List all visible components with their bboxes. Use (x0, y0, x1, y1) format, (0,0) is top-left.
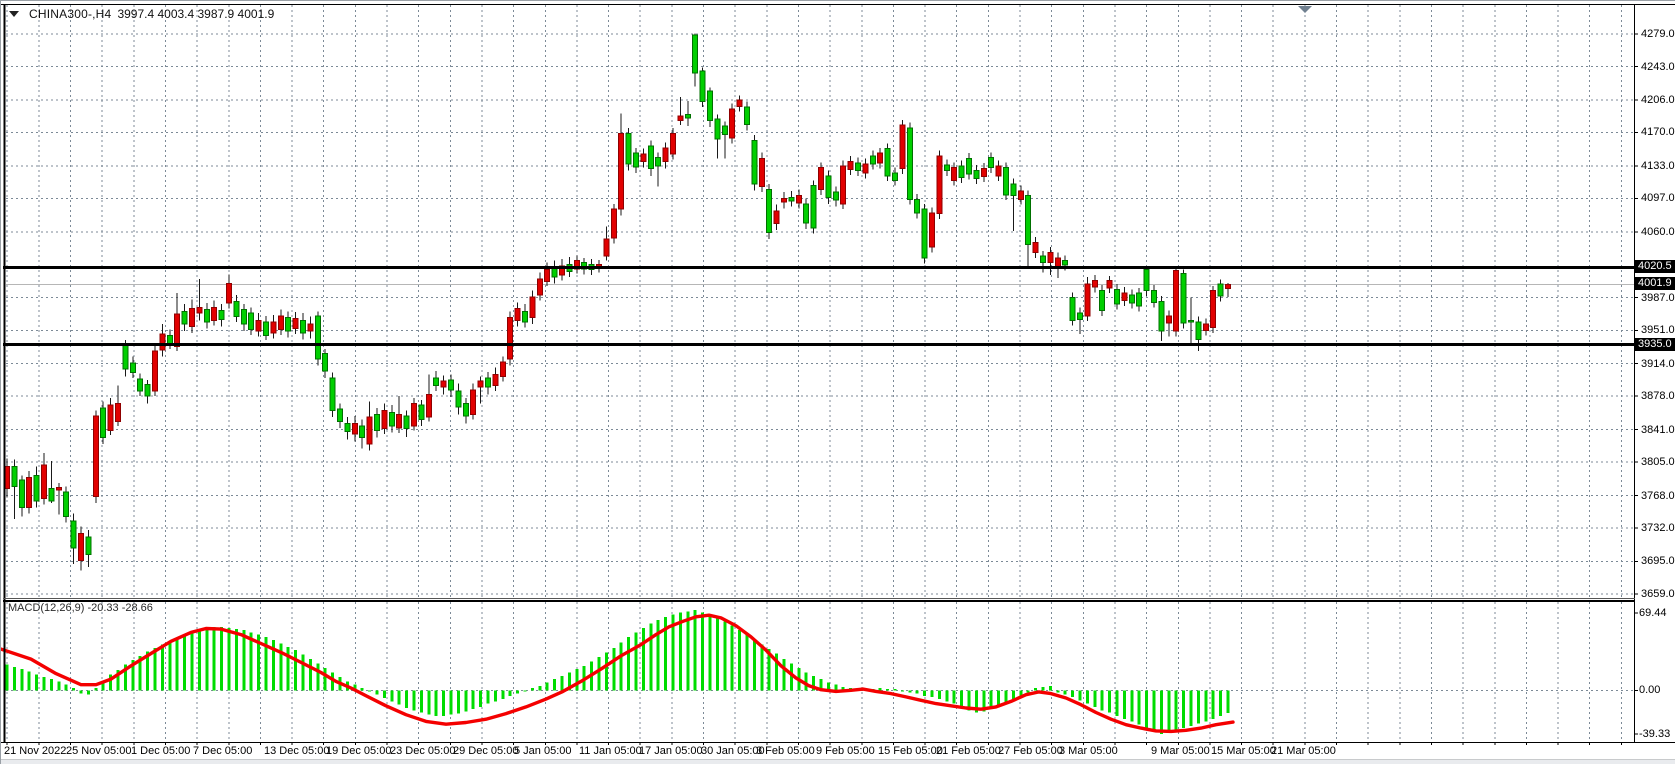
time-axis-label: 13 Dec 05:00 (264, 745, 330, 757)
price-axis-label: 4060.0 (1641, 225, 1675, 238)
time-axis-label: 21 Feb 05:00 (936, 745, 1001, 757)
time-axis-label: 19 Dec 05:00 (326, 745, 392, 757)
time-axis-label: 1 Dec 05:00 (131, 745, 191, 757)
price-axis-label: 3914.0 (1641, 357, 1675, 370)
time-axis-label: 21 Mar 05:00 (1271, 745, 1336, 757)
price-axis-label: 3732.0 (1641, 522, 1675, 535)
macd-axis-label: -39.33 (1639, 728, 1671, 740)
price-axis-label: 3951.0 (1641, 324, 1675, 337)
time-axis-label: 11 Jan 05:00 (579, 745, 642, 757)
time-axis-label: 15 Mar 05:00 (1211, 745, 1276, 757)
ohlc-readout: 3997.4 4003.4 3987.9 4001.9 (117, 7, 275, 21)
time-axis-label: 17 Jan 05:00 (639, 745, 703, 757)
price-level-badge: 4020.5 (1635, 260, 1675, 274)
macd-axis-label: 69.44 (1639, 607, 1667, 619)
time-axis-label: 3 Mar 05:00 (1059, 745, 1118, 757)
price-axis-label: 4243.0 (1641, 60, 1675, 73)
time-axis-label: 29 Dec 05:00 (453, 745, 519, 757)
time-axis-label: 9 Feb 05:00 (816, 745, 875, 757)
time-axis-label: 21 Nov 2022 (4, 745, 67, 757)
price-axis-label: 3841.0 (1641, 423, 1675, 436)
price-level-badge: 3935.0 (1635, 337, 1675, 351)
chart-shift-marker[interactable] (1298, 6, 1312, 13)
price-axis-label: 4279.0 (1641, 28, 1675, 40)
window-bottom-edge (1, 759, 1675, 764)
time-axis-label: 7 Dec 05:00 (193, 745, 253, 757)
time-axis-label: 30 Jan 05:00 (701, 745, 765, 757)
chart-menu-icon[interactable] (9, 11, 19, 17)
price-axis-label: 3878.0 (1641, 390, 1675, 403)
time-axis-label: 25 Nov 05:00 (66, 745, 132, 757)
time-axis-label: 9 Mar 05:00 (1151, 745, 1210, 757)
price-axis-label: 3659.0 (1641, 588, 1675, 600)
price-axis-label: 4206.0 (1641, 93, 1675, 106)
time-axis-label: 3 Feb 05:00 (756, 745, 815, 757)
price-axis-label: 3805.0 (1641, 456, 1675, 469)
price-axis-label: 3695.0 (1641, 555, 1675, 568)
macd-indicator-label: MACD(12,26,9) -20.33 -28.66 (8, 602, 153, 614)
chart-title-row: CHINA300-,H4 3997.4 4003.4 3987.9 4001.9 (9, 7, 274, 21)
time-axis-label: 27 Feb 05:00 (998, 745, 1063, 757)
symbol-timeframe-label: CHINA300-,H4 (29, 7, 112, 21)
time-axis-label: 23 Dec 05:00 (390, 745, 456, 757)
macd-axis-label: 0.00 (1639, 684, 1661, 697)
price-axis-label: 4133.0 (1641, 159, 1675, 172)
current-price-badge: 4001.9 (1635, 277, 1675, 291)
price-axis-label: 3768.0 (1641, 489, 1675, 502)
time-axis-label: 5 Jan 05:00 (514, 745, 572, 757)
price-axis-label: 3987.0 (1641, 291, 1675, 304)
price-axis-label: 4097.0 (1641, 192, 1675, 205)
price-axis-label: 4170.0 (1641, 126, 1675, 139)
time-axis-label: 15 Feb 05:00 (878, 745, 943, 757)
